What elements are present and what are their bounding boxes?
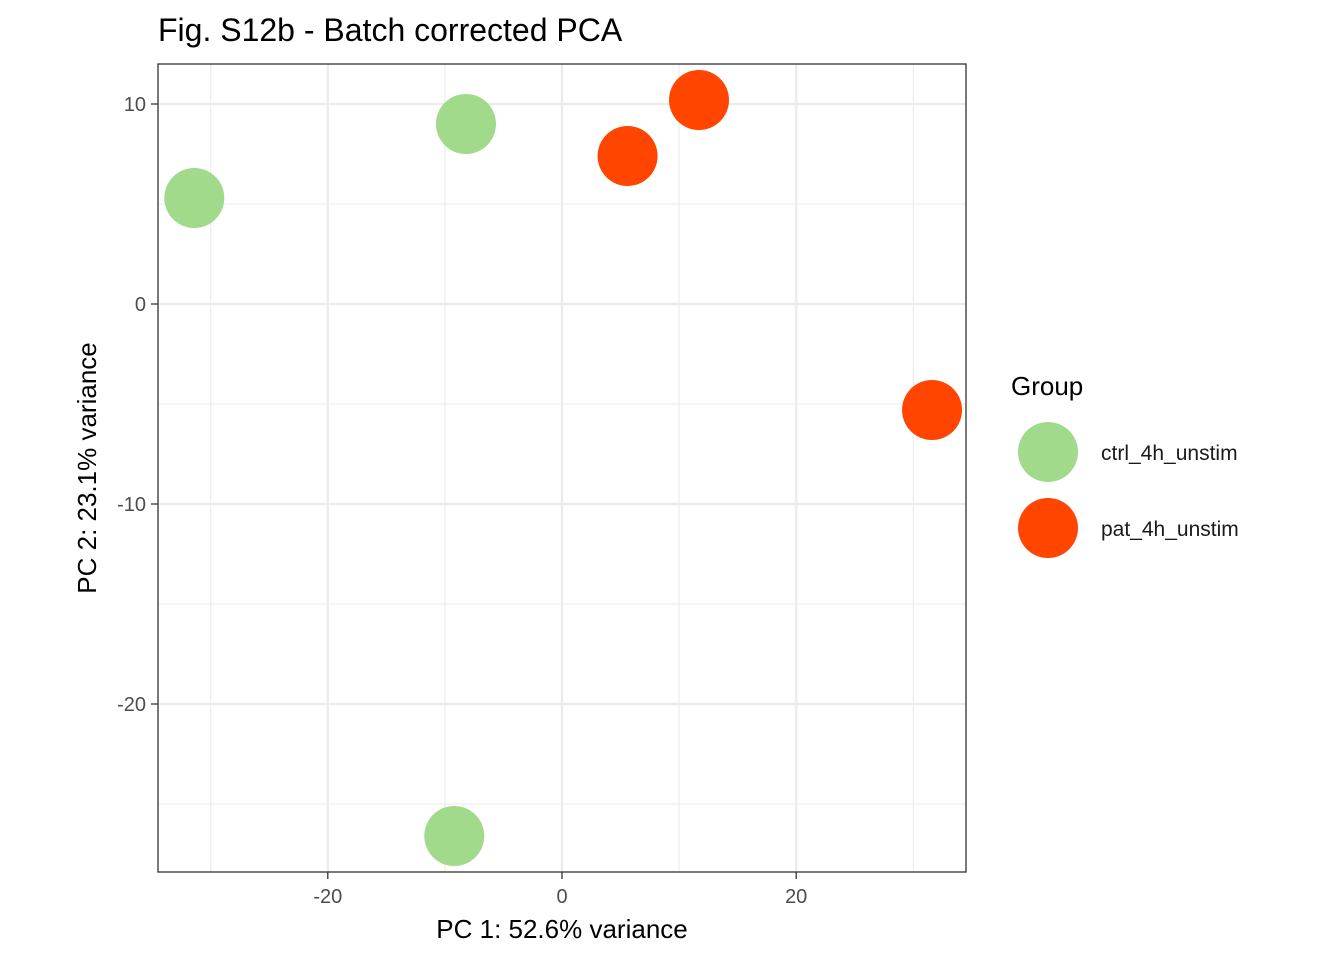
y-tick-label: 0 xyxy=(135,294,146,316)
x-axis-title: PC 1: 52.6% variance xyxy=(436,914,687,944)
y-tick-label: -10 xyxy=(117,494,146,516)
data-point-pat_4h_unstim xyxy=(902,380,963,440)
data-point-ctrl_4h_unstim xyxy=(435,94,496,154)
y-axis-title: PC 2: 23.1% variance xyxy=(72,342,102,593)
legend-label: pat_4h_unstim xyxy=(1101,518,1239,541)
legend-key-ctrl_4h_unstim xyxy=(1018,422,1078,482)
y-tick-label: 10 xyxy=(124,94,146,116)
x-tick-label: 0 xyxy=(556,886,567,908)
data-point-ctrl_4h_unstim xyxy=(424,806,485,866)
data-point-pat_4h_unstim xyxy=(669,70,730,130)
y-tick-label: -20 xyxy=(117,694,146,716)
legend-key-pat_4h_unstim xyxy=(1018,498,1078,558)
axis-ticks: -20 0 20 -20 -10 0 10 xyxy=(117,94,807,908)
data-points xyxy=(164,70,963,866)
legend: Group ctrl_4h_unstim pat_4h_unstim xyxy=(1011,371,1239,558)
chart-title: Fig. S12b - Batch corrected PCA xyxy=(158,12,623,48)
legend-title: Group xyxy=(1011,371,1083,401)
legend-label: ctrl_4h_unstim xyxy=(1101,442,1238,465)
x-tick-label: 20 xyxy=(785,886,807,908)
data-point-ctrl_4h_unstim xyxy=(164,168,225,228)
data-point-pat_4h_unstim xyxy=(597,126,658,186)
grid xyxy=(158,64,966,872)
x-tick-label: -20 xyxy=(313,886,342,908)
